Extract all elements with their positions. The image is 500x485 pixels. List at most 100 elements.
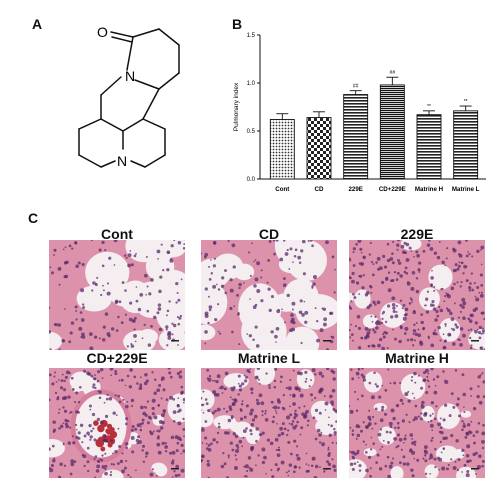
nucleus xyxy=(465,473,470,478)
nucleus xyxy=(275,412,278,414)
nucleus xyxy=(146,309,150,313)
nucleus xyxy=(388,421,393,426)
histology-image-1 xyxy=(49,240,185,350)
nucleus xyxy=(375,261,378,264)
nucleus xyxy=(409,433,414,437)
nucleus xyxy=(425,310,430,314)
nucleus xyxy=(481,464,484,468)
nucleus xyxy=(478,336,482,340)
nucleus xyxy=(455,325,459,329)
nucleus xyxy=(303,300,306,303)
nucleus xyxy=(223,407,226,410)
nucleus xyxy=(474,329,478,334)
nucleus xyxy=(470,328,473,331)
nucleus xyxy=(373,330,377,334)
nucleus xyxy=(282,283,287,288)
nucleus xyxy=(432,307,437,311)
nucleus xyxy=(256,368,261,370)
nucleus xyxy=(452,328,456,332)
nucleus xyxy=(96,417,101,422)
nucleus xyxy=(397,444,400,448)
nucleus xyxy=(422,457,425,460)
nucleus xyxy=(462,422,465,425)
nucleus xyxy=(450,317,455,322)
nucleus xyxy=(279,380,283,383)
nucleus xyxy=(292,369,295,372)
nucleus xyxy=(374,407,378,411)
nucleus xyxy=(469,387,473,391)
nucleus xyxy=(104,452,107,455)
nucleus xyxy=(78,385,82,389)
nucleus xyxy=(356,451,360,455)
nucleus xyxy=(415,277,419,280)
nucleus xyxy=(305,452,308,455)
nucleus xyxy=(387,441,390,444)
nucleus xyxy=(356,449,360,453)
nucleus xyxy=(446,467,449,471)
nucleus xyxy=(428,458,431,460)
nucleus xyxy=(349,306,353,310)
nucleus xyxy=(408,246,412,250)
nucleus xyxy=(128,385,133,389)
nucleus xyxy=(429,453,433,457)
nucleus xyxy=(156,436,160,440)
nucleus xyxy=(478,400,483,405)
nucleus xyxy=(153,415,158,420)
nucleus xyxy=(238,384,242,388)
nucleus xyxy=(459,303,463,307)
nucleus xyxy=(160,243,163,246)
nucleus xyxy=(160,397,163,400)
nucleus xyxy=(215,379,219,384)
nucleus xyxy=(135,469,137,472)
nucleus xyxy=(69,472,73,476)
nucleus xyxy=(166,344,169,347)
nucleus xyxy=(272,240,276,242)
nucleus xyxy=(220,385,224,390)
nucleus xyxy=(403,441,405,444)
nucleus xyxy=(298,261,302,265)
nucleus xyxy=(301,240,306,244)
blood-cell xyxy=(109,430,118,439)
nucleus xyxy=(260,276,263,279)
nucleus xyxy=(468,336,472,340)
nucleus xyxy=(66,370,70,375)
nucleus xyxy=(375,320,378,323)
nucleus xyxy=(76,428,78,431)
nucleus xyxy=(424,454,427,457)
nucleus xyxy=(89,438,92,441)
nucleus xyxy=(429,247,434,251)
nucleus xyxy=(349,409,354,414)
nucleus xyxy=(268,240,272,243)
nucleus xyxy=(314,307,317,310)
nucleus xyxy=(387,304,391,308)
nucleus xyxy=(407,399,411,403)
nucleus xyxy=(212,284,217,289)
nucleus xyxy=(204,287,208,291)
nucleus xyxy=(177,241,182,245)
bar-4 xyxy=(416,114,442,180)
nucleus xyxy=(397,426,400,430)
nucleus xyxy=(473,441,476,445)
nucleus xyxy=(357,326,362,331)
nucleus xyxy=(450,327,453,330)
nucleus xyxy=(71,435,74,438)
nucleus xyxy=(274,368,278,371)
nucleus xyxy=(394,337,397,341)
nucleus xyxy=(297,255,302,260)
nucleus xyxy=(420,412,423,415)
bar-2 xyxy=(343,94,369,180)
nucleus xyxy=(461,297,466,302)
nucleus xyxy=(430,284,434,287)
nucleus xyxy=(481,311,485,315)
nucleus xyxy=(141,449,144,452)
nucleus xyxy=(439,339,442,342)
nucleus xyxy=(172,410,177,415)
nucleus xyxy=(427,420,430,423)
nucleus xyxy=(201,428,205,432)
nucleus xyxy=(224,291,228,295)
nucleus xyxy=(433,417,437,421)
nucleus xyxy=(468,252,471,256)
nucleus xyxy=(267,287,271,291)
nucleus xyxy=(91,412,96,417)
nucleus xyxy=(273,385,277,389)
